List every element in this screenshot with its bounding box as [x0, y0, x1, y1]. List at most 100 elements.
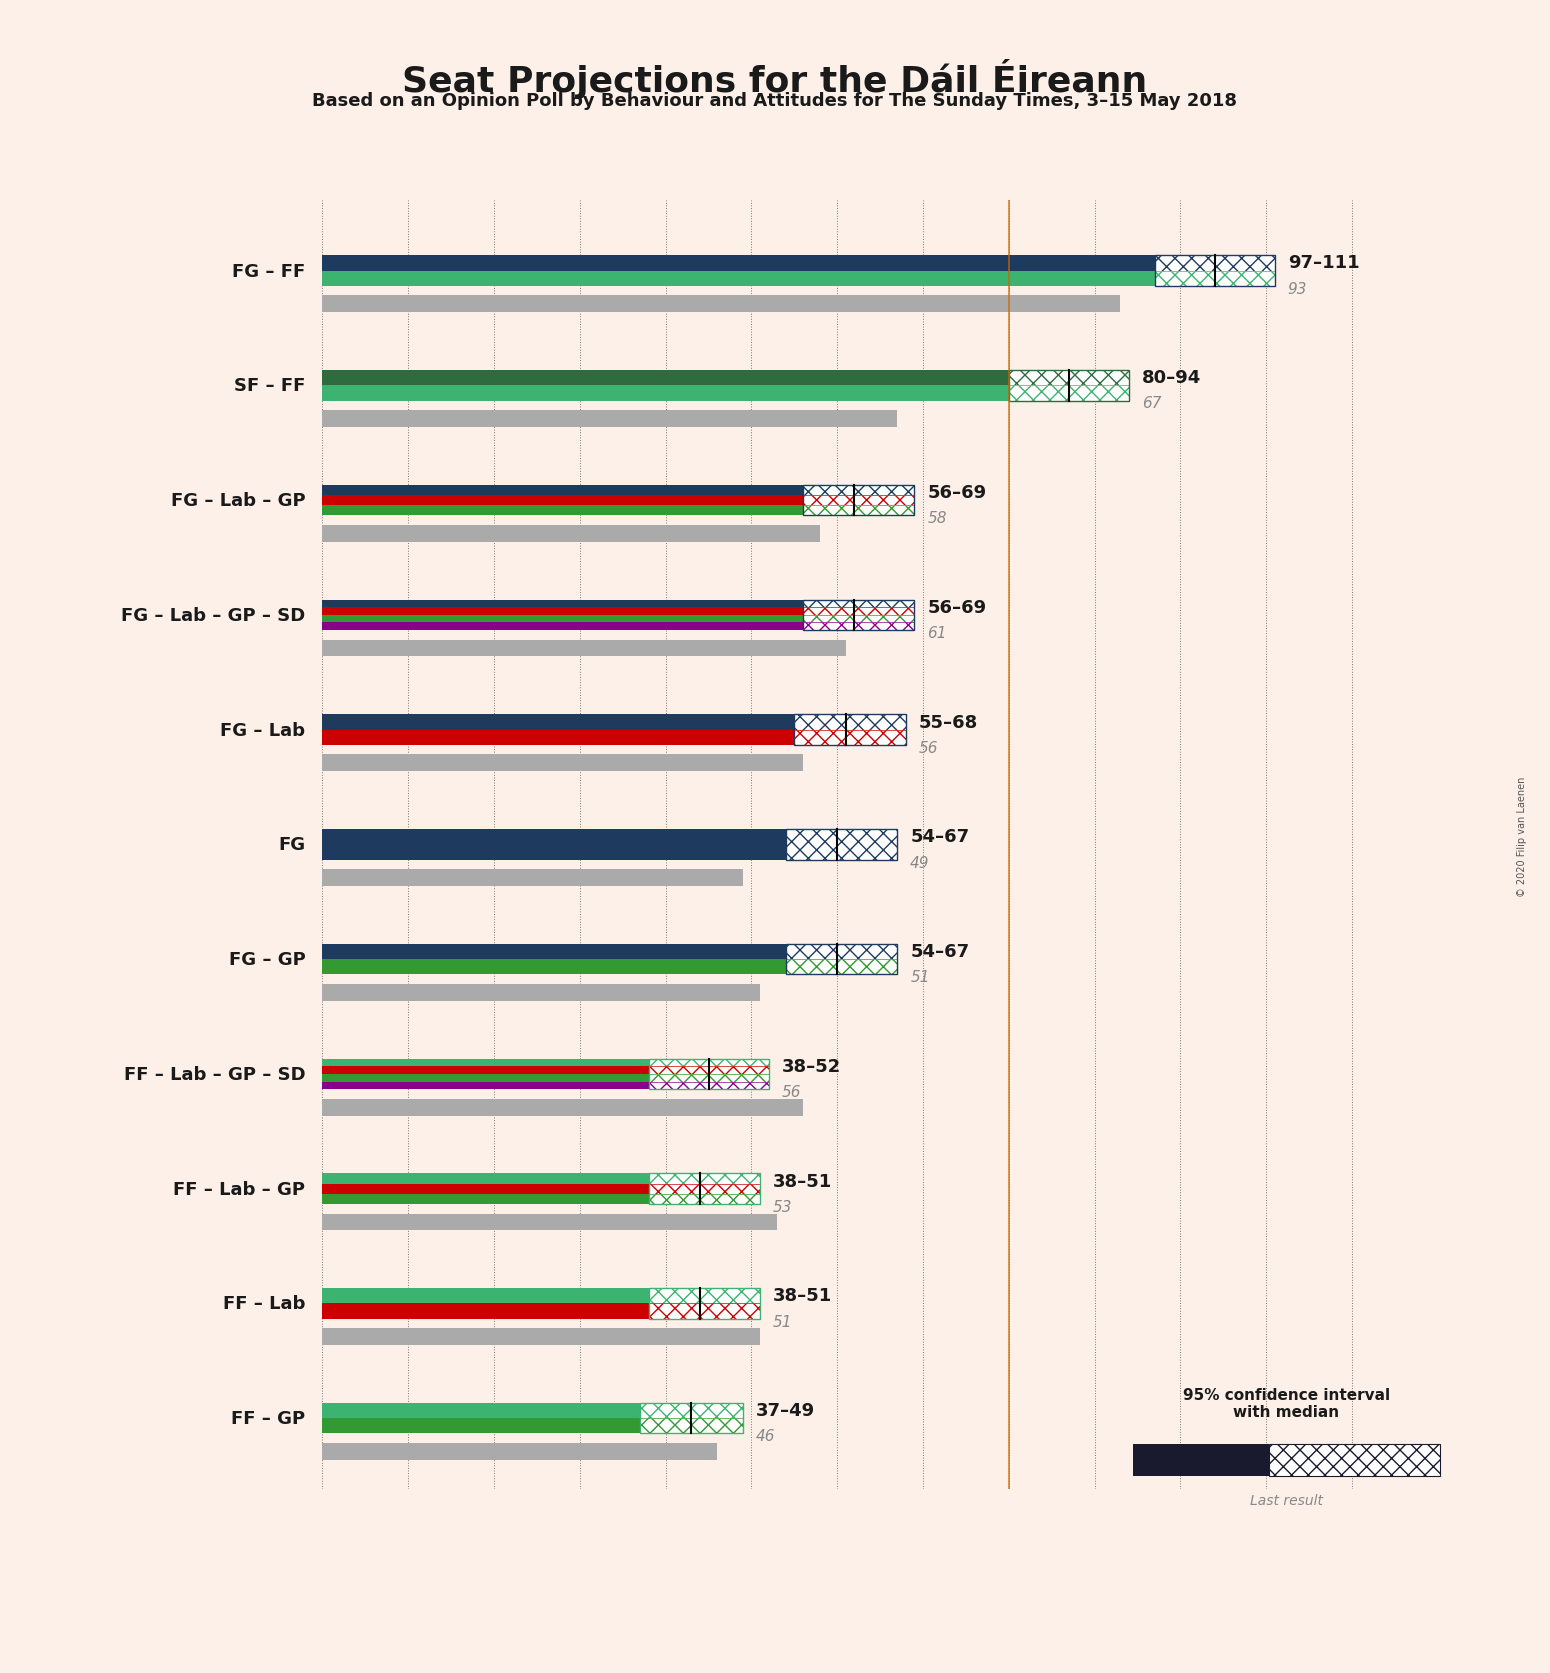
Text: 55–68: 55–68	[919, 713, 978, 731]
FancyBboxPatch shape	[322, 960, 786, 975]
FancyBboxPatch shape	[322, 495, 803, 505]
Text: 61: 61	[927, 626, 947, 641]
Text: FG – FF: FG – FF	[232, 263, 305, 281]
FancyBboxPatch shape	[322, 944, 786, 960]
Text: 56: 56	[781, 1084, 801, 1099]
FancyBboxPatch shape	[803, 601, 914, 607]
FancyBboxPatch shape	[322, 505, 803, 515]
FancyBboxPatch shape	[648, 1067, 769, 1074]
Text: 58: 58	[927, 510, 947, 525]
Text: 38–52: 38–52	[781, 1057, 840, 1076]
FancyBboxPatch shape	[322, 830, 786, 860]
FancyBboxPatch shape	[322, 1195, 648, 1205]
Text: FG: FG	[277, 836, 305, 853]
FancyBboxPatch shape	[322, 1404, 640, 1419]
FancyBboxPatch shape	[786, 830, 897, 860]
FancyBboxPatch shape	[322, 1444, 718, 1461]
FancyBboxPatch shape	[1269, 1444, 1440, 1477]
FancyBboxPatch shape	[803, 607, 914, 616]
FancyBboxPatch shape	[322, 1059, 648, 1067]
Text: 56: 56	[919, 741, 938, 755]
FancyBboxPatch shape	[322, 1303, 648, 1318]
FancyBboxPatch shape	[1009, 386, 1128, 402]
Text: 95% confidence interval
with median: 95% confidence interval with median	[1183, 1387, 1390, 1419]
Text: 49: 49	[910, 855, 930, 870]
FancyBboxPatch shape	[322, 256, 1155, 271]
Text: 93: 93	[1288, 281, 1307, 296]
FancyBboxPatch shape	[322, 485, 803, 495]
Text: © 2020 Filip van Laenen: © 2020 Filip van Laenen	[1517, 776, 1527, 897]
FancyBboxPatch shape	[648, 1082, 769, 1089]
FancyBboxPatch shape	[322, 1074, 648, 1082]
FancyBboxPatch shape	[322, 525, 820, 542]
FancyBboxPatch shape	[322, 1215, 777, 1231]
FancyBboxPatch shape	[648, 1195, 760, 1205]
FancyBboxPatch shape	[803, 495, 914, 505]
FancyBboxPatch shape	[322, 607, 803, 616]
FancyBboxPatch shape	[322, 616, 803, 622]
FancyBboxPatch shape	[803, 485, 914, 495]
Text: FG – Lab: FG – Lab	[220, 721, 305, 739]
Text: 46: 46	[756, 1429, 775, 1444]
FancyBboxPatch shape	[322, 1082, 648, 1089]
FancyBboxPatch shape	[322, 271, 1155, 286]
Text: 53: 53	[773, 1200, 792, 1215]
FancyBboxPatch shape	[786, 960, 897, 975]
Text: 56–69: 56–69	[927, 599, 986, 616]
FancyBboxPatch shape	[322, 601, 803, 607]
FancyBboxPatch shape	[322, 1174, 648, 1184]
FancyBboxPatch shape	[322, 371, 1009, 386]
FancyBboxPatch shape	[648, 1074, 769, 1082]
Text: 38–51: 38–51	[773, 1287, 832, 1305]
Text: FG – Lab – GP: FG – Lab – GP	[170, 492, 305, 510]
FancyBboxPatch shape	[322, 1184, 648, 1195]
FancyBboxPatch shape	[1009, 371, 1128, 386]
Text: FF – GP: FF – GP	[231, 1409, 305, 1427]
Text: 56–69: 56–69	[927, 483, 986, 502]
FancyBboxPatch shape	[322, 1288, 648, 1303]
FancyBboxPatch shape	[322, 412, 897, 428]
FancyBboxPatch shape	[786, 944, 897, 960]
FancyBboxPatch shape	[648, 1184, 760, 1195]
Text: 67: 67	[1142, 397, 1161, 412]
FancyBboxPatch shape	[322, 984, 760, 1000]
FancyBboxPatch shape	[1133, 1444, 1269, 1477]
FancyBboxPatch shape	[640, 1419, 742, 1434]
FancyBboxPatch shape	[322, 729, 794, 746]
Text: 97–111: 97–111	[1288, 254, 1359, 273]
FancyBboxPatch shape	[322, 386, 1009, 402]
FancyBboxPatch shape	[322, 870, 742, 887]
FancyBboxPatch shape	[322, 1419, 640, 1434]
FancyBboxPatch shape	[794, 714, 905, 729]
Text: 54–67: 54–67	[910, 828, 969, 847]
Text: 51: 51	[773, 1313, 792, 1328]
Text: 38–51: 38–51	[773, 1173, 832, 1190]
FancyBboxPatch shape	[648, 1174, 760, 1184]
FancyBboxPatch shape	[322, 641, 846, 657]
Text: FF – Lab – GP: FF – Lab – GP	[174, 1179, 305, 1198]
Text: Seat Projections for the Dáil Éireann: Seat Projections for the Dáil Éireann	[403, 59, 1147, 99]
FancyBboxPatch shape	[640, 1404, 742, 1419]
Text: Based on an Opinion Poll by Behaviour and Attitudes for The Sunday Times, 3–15 M: Based on an Opinion Poll by Behaviour an…	[313, 92, 1237, 110]
FancyBboxPatch shape	[1155, 271, 1274, 286]
FancyBboxPatch shape	[794, 729, 905, 746]
FancyBboxPatch shape	[322, 755, 803, 771]
FancyBboxPatch shape	[322, 1099, 803, 1116]
Text: FG – GP: FG – GP	[228, 950, 305, 969]
Text: SF – FF: SF – FF	[234, 376, 305, 395]
FancyBboxPatch shape	[322, 1067, 648, 1074]
FancyBboxPatch shape	[648, 1288, 760, 1303]
Text: FF – Lab – GP – SD: FF – Lab – GP – SD	[124, 1066, 305, 1082]
Text: FF – Lab: FF – Lab	[223, 1295, 305, 1313]
FancyBboxPatch shape	[803, 505, 914, 515]
Text: FG – Lab – GP – SD: FG – Lab – GP – SD	[121, 607, 305, 624]
Text: 54–67: 54–67	[910, 942, 969, 960]
FancyBboxPatch shape	[648, 1059, 769, 1067]
FancyBboxPatch shape	[322, 622, 803, 631]
FancyBboxPatch shape	[803, 616, 914, 622]
FancyBboxPatch shape	[1155, 256, 1274, 271]
Text: 51: 51	[910, 970, 930, 985]
FancyBboxPatch shape	[322, 1328, 760, 1345]
Text: 80–94: 80–94	[1142, 370, 1201, 386]
FancyBboxPatch shape	[648, 1303, 760, 1318]
